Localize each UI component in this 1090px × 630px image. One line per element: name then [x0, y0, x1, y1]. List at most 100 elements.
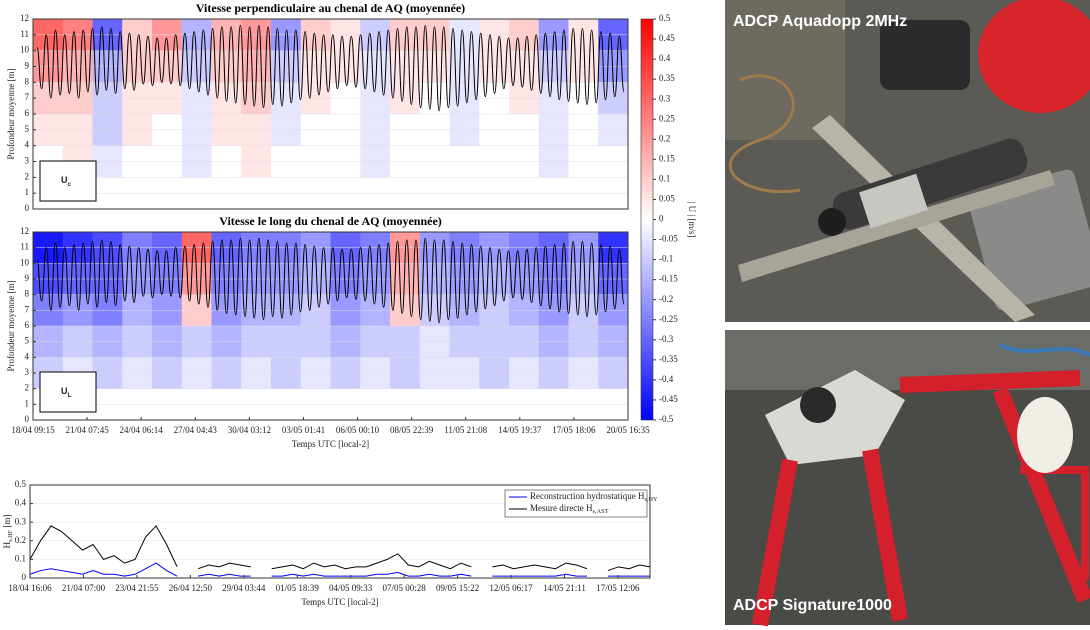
y-tick-label: 10 [20, 45, 30, 55]
x-tick-label: 21/04 07:00 [62, 583, 106, 593]
y-tick-label: 3 [25, 367, 30, 377]
x-tick-label: 17/05 12:06 [596, 583, 640, 593]
colorbar-tick-label: 0.05 [659, 194, 675, 204]
x-tick-label: 01/05 18:39 [276, 583, 320, 593]
legend-label-part: s,AST [592, 508, 608, 515]
x-tick-label: 11/05 21:08 [444, 425, 487, 435]
y-tick-label: 1 [25, 187, 30, 197]
legend-label-part: Mesure directe H [530, 503, 593, 513]
y-tick-label: 0.1 [15, 553, 26, 563]
surface-line [36, 24, 625, 112]
colorbar-tick-label: 0.1 [659, 173, 670, 183]
plot-frame [32, 18, 629, 210]
colorbar-tick-label: 0.3 [659, 93, 671, 103]
colorbar-tick-label: -0.35 [659, 354, 678, 364]
colorbar-tick-label: 0.35 [659, 73, 675, 83]
y-axis-label: Hs,HF [m] [2, 515, 14, 549]
colorbar [640, 18, 654, 421]
x-tick-label: 14/05 21:11 [543, 583, 586, 593]
photo-label: ADCP Signature1000 [733, 597, 892, 614]
colorbar-tick-label: -0.1 [659, 254, 673, 264]
y-tick-label: 0 [25, 203, 30, 213]
x-tick-label: 04/05 09:33 [329, 583, 373, 593]
y-tick-label: 6 [25, 108, 30, 118]
panel-label: UL [61, 386, 72, 398]
y-tick-label: 0.5 [15, 479, 27, 489]
colorbar-tick-label: 0.2 [659, 133, 670, 143]
chart-title: Vitesse le long du chenal de AQ (moyenné… [219, 214, 442, 228]
y-tick-label: 7 [25, 304, 30, 314]
y-axis-label-part: s,HF [7, 529, 14, 542]
colorbar-tick-label: 0.25 [659, 113, 675, 123]
panel-label-part: c [68, 181, 72, 188]
plot-frame [29, 484, 651, 579]
panel-label-box [39, 371, 97, 413]
x-tick-label: 23/04 21:55 [115, 583, 159, 593]
panel-label-part: U [61, 175, 68, 185]
x-tick-label: 06/05 00:10 [336, 425, 380, 435]
legend-label-part: s,HY [644, 496, 658, 503]
series-line [29, 562, 650, 577]
colorbar-tick-label: 0.4 [659, 53, 671, 63]
y-axis-label: Profondeur moyenne [m] [6, 281, 16, 372]
x-tick-label: 03/05 01:41 [282, 425, 325, 435]
y-tick-label: 2 [25, 171, 30, 181]
x-tick-label: 26/04 12:50 [169, 583, 213, 593]
surface-line [36, 237, 625, 324]
x-tick-label: 24/04 06:14 [120, 425, 164, 435]
colorbar-tick-label: 0.15 [659, 153, 675, 163]
x-tick-label: 21/04 07:45 [65, 425, 109, 435]
colorbar-tick-label: -0.25 [659, 314, 678, 324]
x-tick-label: 30/04 03:12 [228, 425, 271, 435]
panel-label: Uc [61, 175, 72, 187]
colorbar-tick-label: 0 [659, 214, 664, 224]
colorbar-tick-label: -0.4 [659, 374, 674, 384]
x-tick-label: 08/05 22:39 [390, 425, 434, 435]
x-tick-label: 18/04 09:15 [11, 425, 55, 435]
colorbar-tick-label: -0.45 [659, 394, 678, 404]
y-axis-label: Profondeur moyenne [m] [6, 69, 16, 160]
y-tick-label: 12 [20, 226, 29, 236]
x-tick-label: 14/05 19:37 [498, 425, 542, 435]
x-tick-label: 09/05 15:22 [436, 583, 479, 593]
y-tick-label: 0 [25, 414, 30, 424]
photo-label: ADCP Aquadopp 2MHz [733, 13, 907, 30]
x-tick-label: 20/05 16:35 [606, 425, 650, 435]
colorbar-tick-label: -0.5 [659, 414, 674, 424]
y-tick-label: 5 [25, 336, 30, 346]
y-tick-label: 0 [22, 572, 27, 582]
plot-frame [32, 231, 629, 421]
photo-aquadopp [725, 0, 1090, 322]
x-tick-label: 17/05 18:06 [552, 425, 596, 435]
y-tick-label: 4 [25, 351, 30, 361]
colorbar-tick-label: -0.3 [659, 334, 674, 344]
x-tick-label: 18/04 16:06 [8, 583, 52, 593]
y-tick-label: 3 [25, 156, 30, 166]
chart-title: Vitesse perpendiculaire au chenal de AQ … [196, 1, 465, 15]
legend-label: Reconstruction hydrostatique Hs,HY [530, 491, 658, 503]
legend-label-part: Reconstruction hydrostatique H [530, 491, 645, 501]
x-axis-label: Temps UTC [local-2] [292, 439, 369, 449]
legend-box [504, 489, 648, 518]
colorbar-tick-label: -0.15 [659, 274, 678, 284]
colorbar-tick-label: -0.05 [659, 234, 678, 244]
y-axis-label-part: [m] [2, 515, 12, 530]
y-tick-label: 1 [25, 398, 30, 408]
y-tick-label: 9 [25, 61, 30, 71]
panel-label-box [39, 160, 97, 202]
y-tick-label: 0.2 [15, 535, 26, 545]
y-tick-label: 7 [25, 92, 30, 102]
x-tick-label: 27/04 04:43 [174, 425, 218, 435]
y-tick-label: 6 [25, 320, 30, 330]
x-axis-label: Temps UTC [local-2] [301, 597, 378, 607]
y-tick-label: 8 [25, 76, 30, 86]
colorbar-tick-label: 0.5 [659, 13, 671, 23]
legend-label: Mesure directe Hs,AST [530, 503, 609, 515]
series-line [29, 525, 651, 572]
y-tick-label: 12 [20, 13, 29, 23]
y-tick-label: 10 [20, 257, 30, 267]
panel-label-part: U [61, 386, 68, 396]
y-tick-label: 4 [25, 140, 30, 150]
colorbar-tick-label: 0.45 [659, 33, 675, 43]
